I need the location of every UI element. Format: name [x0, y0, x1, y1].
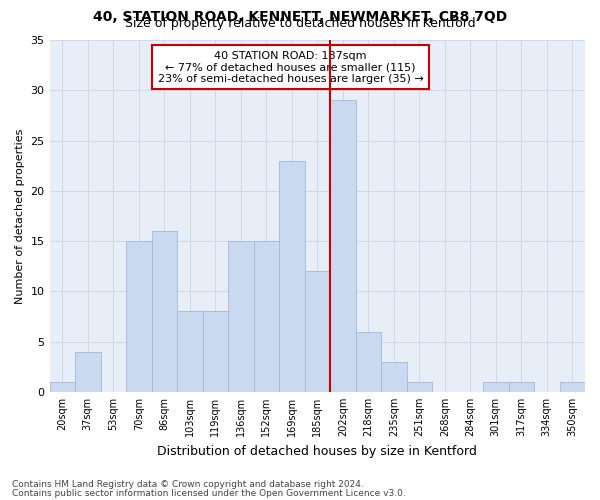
Text: Contains HM Land Registry data © Crown copyright and database right 2024.: Contains HM Land Registry data © Crown c… — [12, 480, 364, 489]
Bar — [407, 382, 432, 392]
Bar — [203, 312, 228, 392]
Bar — [152, 231, 177, 392]
Bar — [509, 382, 534, 392]
Text: 40, STATION ROAD, KENNETT, NEWMARKET, CB8 7QD: 40, STATION ROAD, KENNETT, NEWMARKET, CB… — [93, 10, 507, 24]
Bar — [560, 382, 585, 392]
Bar — [381, 362, 407, 392]
Bar — [75, 352, 101, 392]
Bar — [177, 312, 203, 392]
Text: Size of property relative to detached houses in Kentford: Size of property relative to detached ho… — [125, 18, 475, 30]
Y-axis label: Number of detached properties: Number of detached properties — [15, 128, 25, 304]
Bar — [356, 332, 381, 392]
Bar — [50, 382, 75, 392]
Bar — [254, 241, 279, 392]
Bar — [279, 160, 305, 392]
Bar — [330, 100, 356, 392]
Bar — [305, 272, 330, 392]
Bar — [483, 382, 509, 392]
X-axis label: Distribution of detached houses by size in Kentford: Distribution of detached houses by size … — [157, 444, 477, 458]
Text: 40 STATION ROAD: 187sqm
← 77% of detached houses are smaller (115)
23% of semi-d: 40 STATION ROAD: 187sqm ← 77% of detache… — [158, 50, 424, 84]
Text: Contains public sector information licensed under the Open Government Licence v3: Contains public sector information licen… — [12, 488, 406, 498]
Bar — [228, 241, 254, 392]
Bar — [126, 241, 152, 392]
